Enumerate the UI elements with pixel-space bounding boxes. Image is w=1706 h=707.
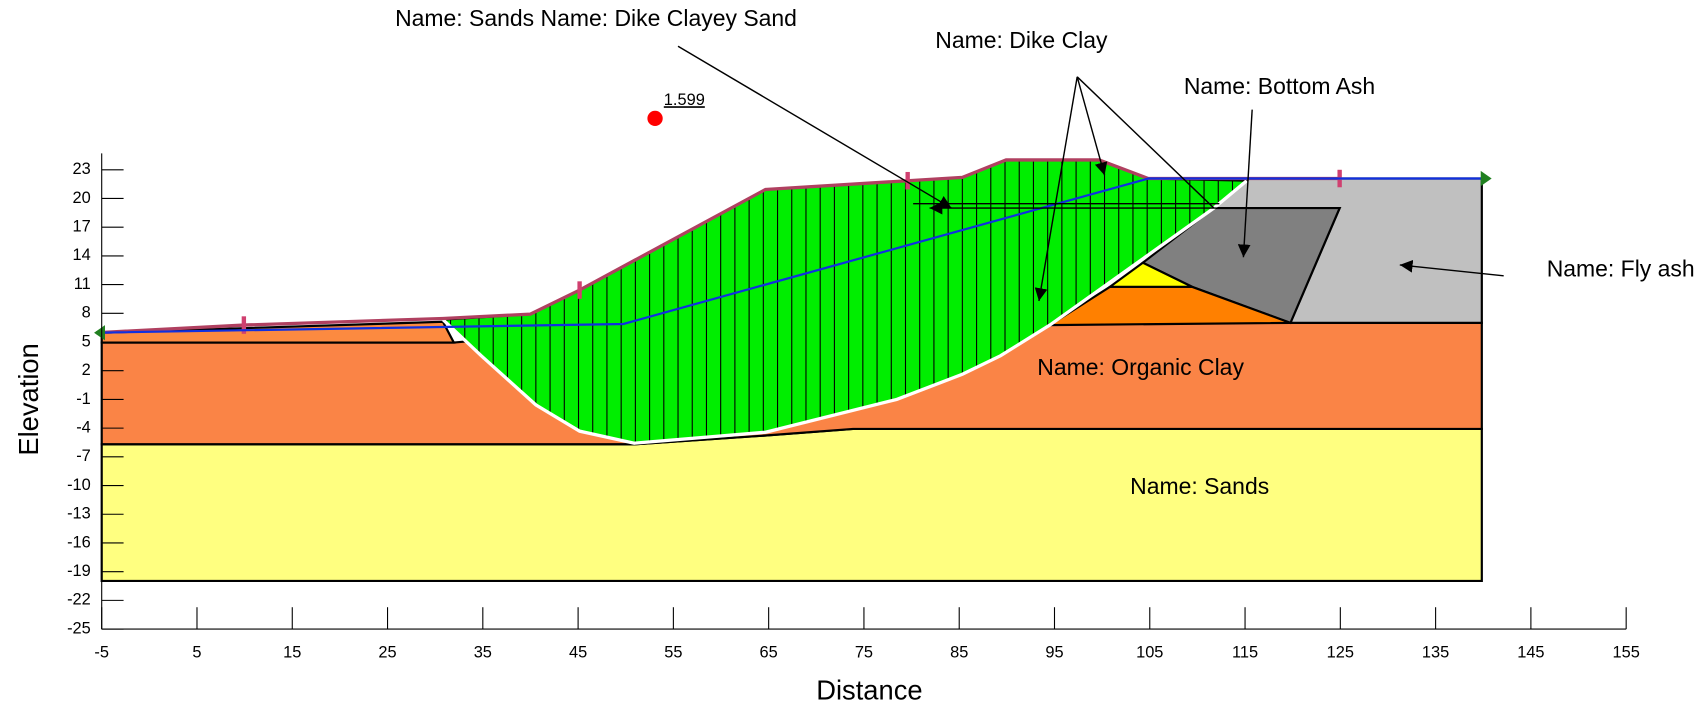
x-tick-label: 145	[1517, 643, 1544, 661]
annotation: Name: Sands Name: Dike Clayey Sand	[395, 5, 797, 31]
y-tick-label: 8	[82, 304, 91, 322]
x-tick-label: 95	[1045, 643, 1063, 661]
x-tick-label: -5	[94, 643, 109, 661]
x-tick-label: 75	[855, 643, 873, 661]
y-tick-label: -22	[67, 591, 91, 609]
y-tick-label: -1	[76, 390, 91, 408]
x-tick-label: 85	[950, 643, 968, 661]
y-tick-label: 2	[82, 361, 91, 379]
x-tick-label: 135	[1422, 643, 1449, 661]
y-tick-label: -19	[67, 562, 91, 580]
x-tick-label: 35	[474, 643, 492, 661]
y-tick-label: -25	[67, 619, 91, 637]
x-tick-label: 25	[378, 643, 396, 661]
x-tick-label: 45	[569, 643, 587, 661]
x-tick-label: 65	[760, 643, 778, 661]
annotation: Name: Bottom Ash	[1184, 73, 1375, 99]
annotation: Name: Dike Clay	[935, 27, 1108, 53]
slope-stability-view: 1.599 Name: Sands Name: Dike Clayey Sand…	[0, 0, 1706, 707]
y-tick-label: -4	[76, 418, 91, 436]
y-tick-label: -16	[67, 533, 91, 551]
x-tick-label: 5	[192, 643, 201, 661]
y-tick-label: -10	[67, 476, 91, 494]
y-tick-label: 23	[73, 160, 91, 178]
slip-center	[647, 111, 662, 126]
y-tick-label: 14	[73, 246, 91, 264]
factor-of-safety: 1.599	[664, 91, 705, 109]
x-tick-label: 155	[1612, 643, 1639, 661]
y-tick-label: -13	[67, 505, 91, 523]
x-axis-title: Distance	[816, 675, 922, 706]
sands-layer	[102, 429, 1482, 581]
annotation: Name: Organic Clay	[1037, 354, 1244, 380]
x-tick-label: 115	[1232, 643, 1258, 661]
y-axis-title: Elevation	[13, 343, 44, 455]
right-end-marker	[1481, 171, 1492, 186]
y-tick-label: -7	[76, 447, 91, 465]
y-tick-label: 17	[73, 218, 91, 236]
x-tick-label: 55	[664, 643, 682, 661]
y-tick-label: 5	[82, 332, 91, 350]
annotation: Name: Sands	[1130, 473, 1269, 499]
x-tick-label: 105	[1136, 643, 1163, 661]
left-end-marker	[94, 325, 105, 340]
y-tick-label: 11	[74, 275, 91, 293]
x-tick-label: 125	[1327, 643, 1354, 661]
y-tick-label: 20	[73, 189, 91, 207]
arrow	[678, 46, 951, 208]
x-tick-label: 15	[283, 643, 301, 661]
annotation: Name: Fly ash	[1547, 255, 1695, 281]
